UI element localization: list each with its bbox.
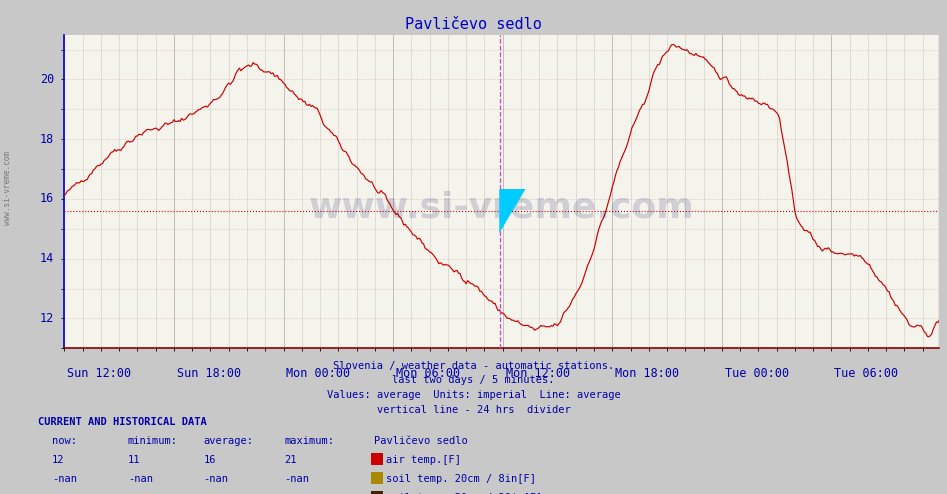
Text: 21: 21 [284,455,296,465]
Text: 20: 20 [40,73,54,86]
Text: -nan: -nan [128,493,152,494]
Text: Pavličevo sedlo: Pavličevo sedlo [374,436,468,446]
Text: vertical line - 24 hrs  divider: vertical line - 24 hrs divider [377,405,570,415]
Text: 16: 16 [40,192,54,206]
Text: -nan: -nan [284,493,309,494]
Text: 12: 12 [40,312,54,325]
Text: minimum:: minimum: [128,436,178,446]
Text: Mon 12:00: Mon 12:00 [506,367,570,380]
Text: Sun 12:00: Sun 12:00 [67,367,132,380]
Text: soil temp. 50cm / 20in[F]: soil temp. 50cm / 20in[F] [386,493,543,494]
Text: last two days / 5 minutes.: last two days / 5 minutes. [392,375,555,385]
Text: soil temp. 20cm / 8in[F]: soil temp. 20cm / 8in[F] [386,474,536,484]
Text: Mon 00:00: Mon 00:00 [287,367,350,380]
Text: Tue 06:00: Tue 06:00 [834,367,899,380]
Text: 16: 16 [204,455,216,465]
Text: CURRENT AND HISTORICAL DATA: CURRENT AND HISTORICAL DATA [38,417,206,427]
Text: -nan: -nan [52,493,77,494]
Text: -nan: -nan [52,474,77,484]
Text: Mon 06:00: Mon 06:00 [396,367,460,380]
Text: now:: now: [52,436,77,446]
Text: Sun 18:00: Sun 18:00 [177,367,241,380]
Text: 14: 14 [40,252,54,265]
Text: Mon 18:00: Mon 18:00 [616,367,679,380]
Text: 12: 12 [52,455,64,465]
Text: www.si-vreme.com: www.si-vreme.com [3,151,12,225]
Text: 18: 18 [40,133,54,146]
Text: Slovenia / weather data - automatic stations.: Slovenia / weather data - automatic stat… [333,361,614,370]
Text: -nan: -nan [128,474,152,484]
Text: average:: average: [204,436,254,446]
Text: 11: 11 [128,455,140,465]
Text: Pavličevo sedlo: Pavličevo sedlo [405,17,542,32]
Text: www.si-vreme.com: www.si-vreme.com [309,190,695,224]
Text: -nan: -nan [204,493,228,494]
Text: -nan: -nan [204,474,228,484]
Polygon shape [499,189,526,233]
Text: Values: average  Units: imperial  Line: average: Values: average Units: imperial Line: av… [327,390,620,400]
Text: -nan: -nan [284,474,309,484]
Text: maximum:: maximum: [284,436,334,446]
Text: Tue 00:00: Tue 00:00 [724,367,789,380]
Text: air temp.[F]: air temp.[F] [386,455,461,465]
